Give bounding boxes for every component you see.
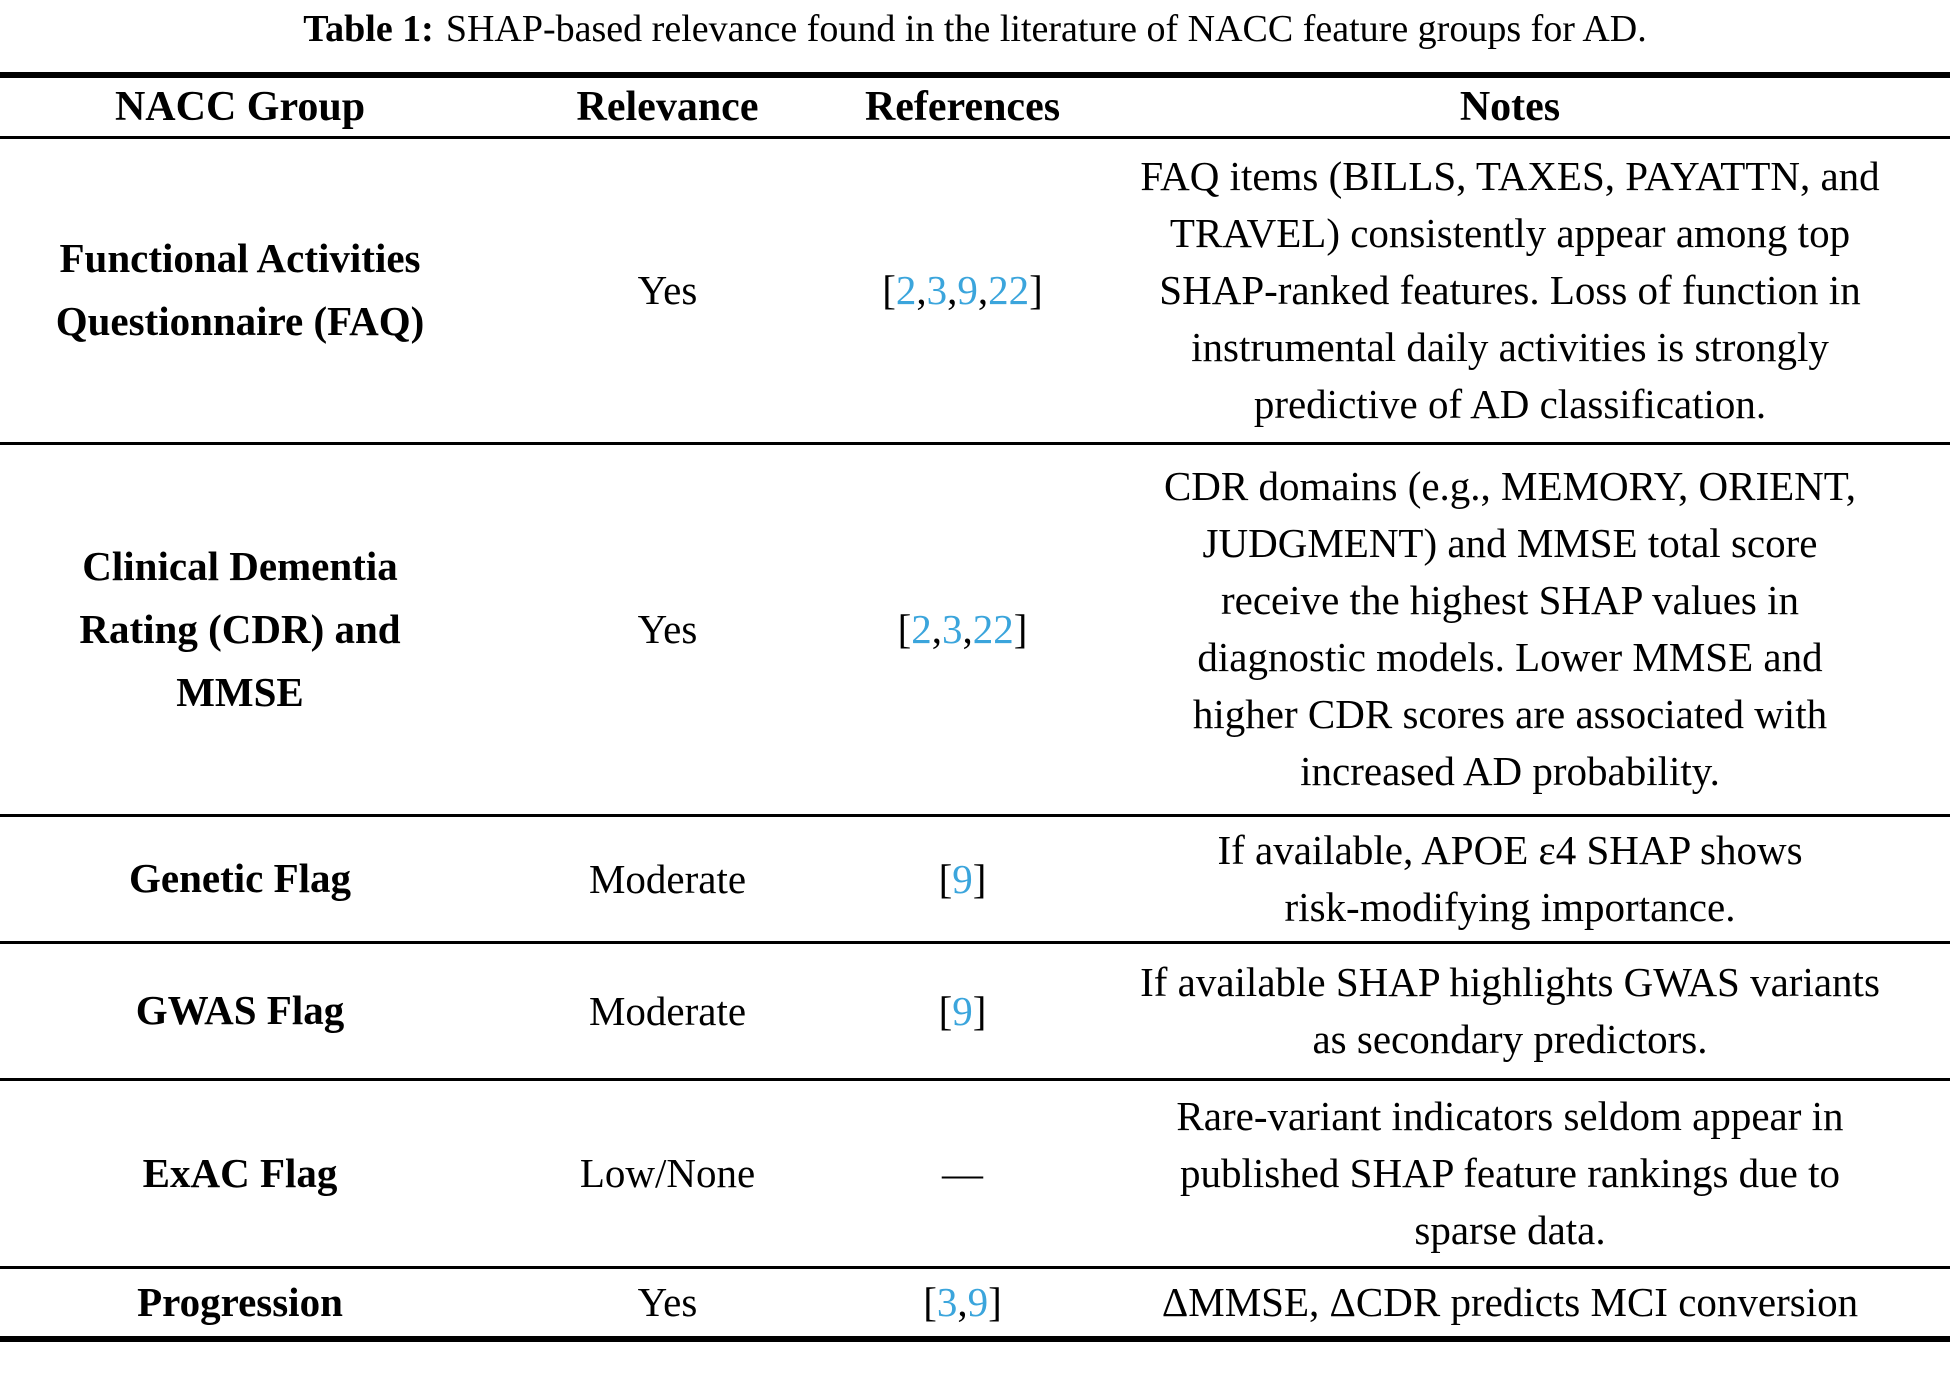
citation-separator: , (957, 1279, 968, 1326)
table-body: Functional Activities Questionnaire (FAQ)… (0, 137, 1950, 1339)
citation-close-bracket: ] (972, 987, 987, 1034)
notes-line: SHAP-ranked features. Loss of function i… (1159, 266, 1861, 313)
citation-separator: , (931, 606, 942, 652)
citation-separator: , (962, 606, 973, 652)
header-row: NACC Group Relevance References Notes (0, 75, 1950, 137)
header-references: References (864, 83, 1061, 130)
cell-nacc-group: Progression (0, 1267, 480, 1339)
citation-close-bracket: ] (1013, 606, 1028, 652)
citation-open-bracket: [ (938, 987, 953, 1034)
notes-line: as secondary predictors. (1312, 1015, 1708, 1062)
cell-nacc-group: Clinical Dementia Rating (CDR) and MMSE (0, 443, 480, 815)
cell-references: [3,9] (855, 1267, 1070, 1339)
group-name-line: ExAC Flag (142, 1149, 338, 1196)
header-nacc-group: NACC Group (114, 83, 366, 130)
cell-nacc-group: Genetic Flag (0, 815, 480, 942)
notes-line: If available, APOE ε4 SHAP shows (1217, 826, 1803, 873)
citation-link[interactable]: 2 (911, 606, 932, 652)
relevance-table: NACC Group Relevance References Notes Fu… (0, 72, 1950, 1342)
citation-open-bracket: [ (897, 606, 912, 652)
cell-notes: Rare-variant indicators seldom appear in… (1070, 1079, 1950, 1267)
table-row: Genetic Flag Moderate [9] If available, APO… (0, 815, 1950, 942)
table-caption: Table 1: SHAP-based relevance found in th… (0, 4, 1950, 54)
notes-line: Rare-variant indicators seldom appear in (1176, 1092, 1844, 1139)
cell-notes: If available, APOE ε4 SHAP shows risk-mod… (1070, 815, 1950, 942)
citation-open-bracket: [ (923, 1279, 937, 1326)
cell-references: — (855, 1079, 1070, 1267)
citation-link[interactable]: 9 (952, 987, 973, 1034)
citation-close-bracket: ] (972, 855, 987, 902)
group-name-line: Functional Activities (59, 235, 421, 281)
cell-nacc-group: GWAS Flag (0, 942, 480, 1079)
cell-references: [9] (855, 815, 1070, 942)
notes-line: instrumental daily activities is strongl… (1191, 323, 1829, 370)
citation-open-bracket: [ (938, 855, 953, 902)
notes-line: JUDGMENT) and MMSE total score (1202, 520, 1818, 566)
cell-notes: CDR domains (e.g., MEMORY, ORIENT, JUDGME… (1070, 443, 1950, 815)
table-row: Progression Yes [3,9] ΔMMSE, ΔCDR predicts … (0, 1267, 1950, 1339)
cell-nacc-group: ExAC Flag (0, 1079, 480, 1267)
cell-relevance: Moderate (588, 855, 747, 902)
table-row: Clinical Dementia Rating (CDR) and MMSE Yes… (0, 443, 1950, 815)
cell-relevance: Moderate (588, 987, 747, 1034)
group-name-line: Clinical Dementia (82, 542, 398, 589)
cell-relevance: Yes (637, 267, 698, 313)
table-row: GWAS Flag Moderate [9] If available SHAP hi… (0, 942, 1950, 1079)
citation-link[interactable]: 22 (988, 267, 1030, 313)
notes-line: If available SHAP highlights GWAS varian… (1140, 958, 1880, 1005)
notes-line: increased AD probability. (1300, 748, 1720, 794)
table-row: Functional Activities Questionnaire (FAQ)… (0, 137, 1950, 443)
cell-relevance: Low/None (579, 1150, 756, 1196)
citation-link[interactable]: 22 (972, 606, 1014, 652)
citation-link[interactable]: 9 (952, 855, 973, 902)
citation-separator: , (916, 267, 927, 313)
notes-line: predictive of AD classification. (1253, 380, 1767, 427)
group-name-line: MMSE (176, 668, 304, 715)
citation-link[interactable]: 3 (926, 267, 948, 313)
citation-link[interactable]: 9 (967, 1279, 989, 1326)
cell-relevance: Yes (637, 1279, 698, 1326)
citation-link[interactable]: 9 (957, 267, 978, 313)
citation-separator: , (977, 267, 989, 313)
header-relevance: Relevance (576, 83, 759, 130)
notes-line: risk-modifying importance. (1284, 883, 1736, 930)
cell-nacc-group: Functional Activities Questionnaire (FAQ) (0, 137, 480, 443)
cell-references: [2,3,9,22] (855, 137, 1070, 443)
citation-close-bracket: ] (1029, 267, 1043, 313)
notes-line: CDR domains (e.g., MEMORY, ORIENT, (1163, 463, 1857, 509)
cell-notes: FAQ items (BILLS, TAXES, PAYATTN, and TRA… (1070, 137, 1950, 443)
table-header: NACC Group Relevance References Notes (0, 75, 1950, 137)
citation-open-bracket: [ (882, 267, 896, 313)
group-name-line: Progression (137, 1278, 343, 1325)
cell-references: [9] (855, 942, 1070, 1079)
citation-link[interactable]: 3 (942, 606, 963, 652)
table-caption-label: Table 1: (303, 8, 434, 50)
citation-link[interactable]: 2 (895, 267, 917, 313)
cell-references: [2,3,22] (855, 443, 1070, 815)
cell-notes: If available SHAP highlights GWAS varian… (1070, 942, 1950, 1079)
no-references-dash: — (942, 1150, 983, 1196)
group-name-line: Questionnaire (FAQ) (55, 298, 425, 344)
citation-link[interactable]: 3 (936, 1279, 958, 1326)
group-name-line: Genetic Flag (128, 855, 352, 901)
table-caption-text: SHAP-based relevance found in the litera… (445, 8, 1647, 50)
table-row: ExAC Flag Low/None — Rare-variant indicator… (0, 1079, 1950, 1267)
notes-line: ΔMMSE, ΔCDR predicts MCI conversion (1161, 1278, 1859, 1325)
citation-close-bracket: ] (988, 1279, 1002, 1326)
cell-relevance: Yes (637, 606, 698, 652)
notes-line: diagnostic models. Lower MMSE and (1197, 634, 1823, 680)
header-notes: Notes (1459, 83, 1561, 130)
notes-line: published SHAP feature rankings due to (1179, 1149, 1841, 1196)
cell-notes: ΔMMSE, ΔCDR predicts MCI conversion (1070, 1267, 1950, 1339)
group-name-line: GWAS Flag (135, 987, 345, 1033)
notes-line: higher CDR scores are associated with (1192, 691, 1828, 737)
notes-line: TRAVEL) consistently appear among top (1169, 209, 1851, 256)
citation-separator: , (947, 267, 958, 313)
notes-line: receive the highest SHAP values in (1220, 577, 1800, 623)
notes-line: sparse data. (1414, 1206, 1606, 1253)
group-name-line: Rating (CDR) and (79, 605, 401, 652)
notes-line: FAQ items (BILLS, TAXES, PAYATTN, and (1140, 152, 1880, 199)
